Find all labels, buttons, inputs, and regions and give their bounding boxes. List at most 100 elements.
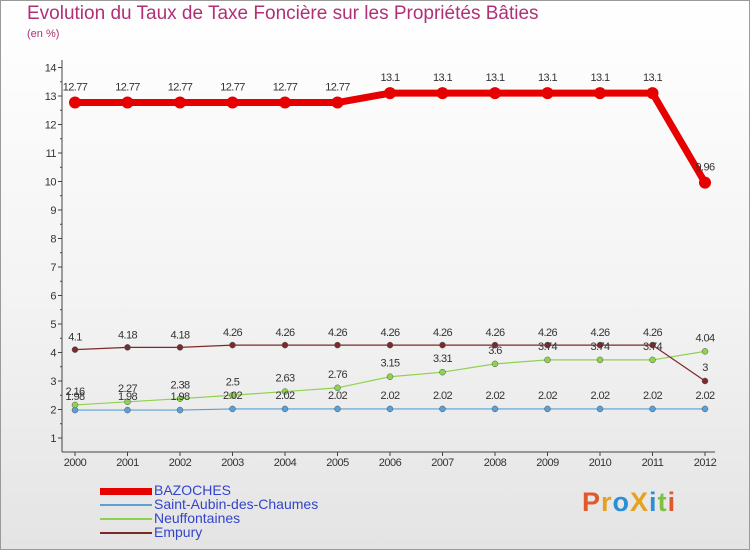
- data-label: 2.02: [433, 390, 452, 402]
- data-label: 12.77: [168, 82, 193, 94]
- data-point: [386, 405, 394, 413]
- data-point: [701, 377, 709, 385]
- data-label: 3.31: [433, 353, 452, 365]
- data-label: 13.1: [433, 72, 452, 84]
- data-point: [436, 87, 449, 100]
- data-label: 2.02: [223, 390, 242, 402]
- data-point: [544, 356, 551, 364]
- data-label: 3.15: [380, 358, 399, 370]
- data-label: 4.18: [118, 329, 137, 341]
- data-point: [124, 406, 131, 414]
- x-tick-label: 2000: [64, 457, 87, 469]
- data-label: 2.02: [485, 390, 504, 402]
- data-point: [174, 96, 186, 109]
- data-point: [596, 405, 604, 413]
- logo-letter: P: [582, 487, 602, 517]
- data-label: 2.02: [380, 390, 399, 402]
- legend-label: Saint-Aubin-des-Chaumes: [154, 496, 319, 512]
- data-label: 3.74: [590, 341, 609, 353]
- data-label: 3: [702, 362, 708, 374]
- data-label: 3.74: [538, 341, 557, 353]
- data-label: 13.1: [590, 72, 609, 84]
- data-label: 13.1: [380, 72, 399, 84]
- data-point: [699, 176, 711, 189]
- legend-swatch: [100, 488, 152, 495]
- data-label: 4.26: [223, 327, 242, 339]
- legend: BAZOCHES Saint-Aubin-des-Chaumes Neuffon…: [100, 482, 400, 540]
- data-point: [649, 356, 656, 364]
- legend-swatch: [100, 532, 152, 534]
- data-label: 4.26: [380, 327, 399, 339]
- data-label: 4.04: [695, 332, 714, 344]
- data-point: [491, 360, 499, 368]
- x-tick-label: 2002: [169, 457, 192, 469]
- data-label: 13.1: [643, 72, 662, 84]
- data-point: [646, 87, 659, 100]
- legend-label: BAZOCHES: [154, 482, 232, 498]
- data-label: 13.1: [538, 72, 557, 84]
- data-label: 4.26: [433, 327, 452, 339]
- legend-item-saint-aubin: Saint-Aubin-des-Chaumes: [100, 496, 400, 512]
- data-point: [229, 392, 236, 399]
- y-tick-label: 6: [50, 291, 56, 303]
- legend-label: Empury: [154, 524, 203, 540]
- y-tick-label: 3: [50, 376, 56, 388]
- x-tick-label: 2001: [116, 457, 139, 469]
- chart-title: Evolution du Taux de Taxe Foncière sur l…: [27, 3, 539, 24]
- y-tick-label: 13: [45, 91, 57, 103]
- data-label: 12.77: [115, 82, 140, 94]
- y-tick-label: 7: [50, 262, 56, 274]
- data-point: [491, 341, 499, 349]
- data-point: [541, 87, 554, 100]
- data-label: 1.98: [170, 391, 189, 403]
- data-label: 12.77: [273, 82, 298, 94]
- data-label: 4.26: [538, 327, 557, 339]
- data-label: 2.02: [695, 390, 714, 402]
- data-point: [439, 368, 446, 376]
- data-point: [281, 388, 289, 395]
- logo-letter: i: [667, 487, 677, 517]
- data-point: [334, 384, 341, 392]
- data-point: [334, 341, 341, 349]
- data-point: [124, 398, 131, 406]
- data-label: 2.02: [538, 390, 557, 402]
- x-tick-label: 2008: [484, 457, 507, 469]
- data-point: [71, 401, 79, 409]
- x-tick-label: 2003: [221, 457, 244, 469]
- data-point: [229, 341, 236, 349]
- x-tick-label: 2004: [274, 457, 297, 469]
- legend-swatch: [100, 504, 152, 506]
- data-point: [69, 96, 81, 109]
- data-label: 4.26: [643, 327, 662, 339]
- data-label: 2.5: [226, 376, 240, 388]
- data-label: 2.02: [275, 390, 294, 402]
- data-point: [384, 87, 396, 100]
- data-label: 4.1: [68, 332, 82, 344]
- data-label: 2.02: [590, 390, 609, 402]
- data-point: [281, 341, 289, 349]
- y-tick-label: 8: [50, 234, 56, 246]
- data-label: 12.77: [220, 82, 245, 94]
- data-point: [281, 405, 289, 413]
- data-point: [544, 405, 551, 413]
- data-point: [701, 405, 709, 413]
- x-tick-label: 2006: [379, 457, 402, 469]
- x-tick-label: 2011: [642, 457, 664, 469]
- data-point: [331, 96, 344, 109]
- y-tick-label: 10: [45, 177, 57, 189]
- y-tick-label: 11: [46, 148, 57, 160]
- data-label: 2.16: [65, 386, 84, 398]
- data-point: [279, 96, 291, 109]
- data-label: 1.98: [118, 391, 137, 403]
- x-tick-label: 2012: [694, 457, 717, 469]
- chart-subtitle: (en %): [27, 28, 60, 40]
- data-point: [701, 348, 709, 355]
- data-point: [226, 96, 239, 109]
- data-point: [176, 406, 184, 414]
- data-point: [439, 405, 446, 413]
- data-label: 4.26: [275, 327, 294, 339]
- data-label: 4.18: [170, 329, 189, 341]
- legend-swatch: [100, 518, 152, 520]
- y-tick-label: 9: [50, 205, 56, 217]
